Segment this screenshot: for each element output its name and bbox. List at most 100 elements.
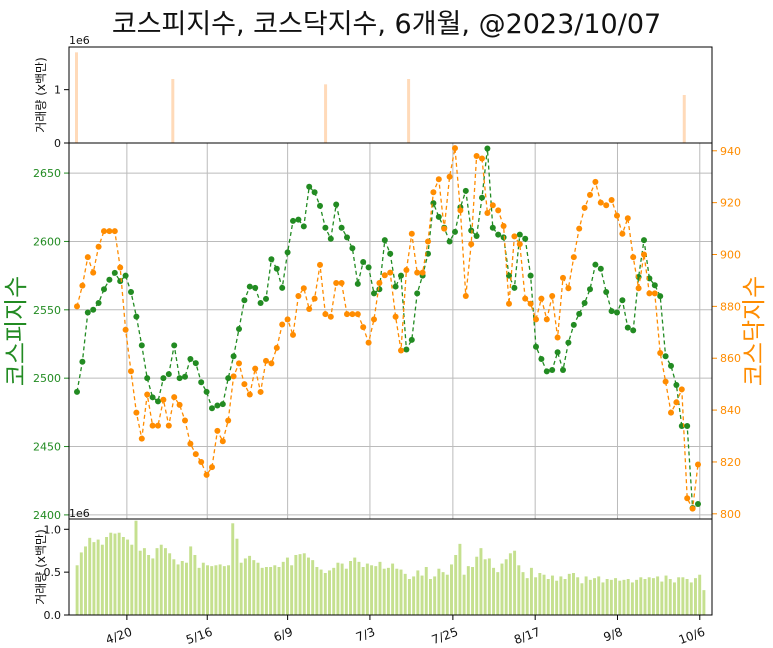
bottom-volume-bar bbox=[672, 582, 676, 615]
bottom-volume-bar bbox=[508, 553, 512, 615]
kosdaq-point bbox=[165, 422, 172, 429]
bottom-volume-bar bbox=[206, 565, 209, 615]
bottom-volume-bar bbox=[407, 579, 411, 615]
bottom-volume-bar bbox=[555, 580, 559, 615]
bottom-volume-bar bbox=[563, 579, 567, 615]
bottom-volume-bar bbox=[386, 567, 390, 615]
bottom-volume-bar bbox=[260, 567, 264, 615]
bottom-volume-bar bbox=[96, 539, 100, 615]
bottom-ytick-label: 0.5 bbox=[44, 566, 62, 579]
kosdaq-point bbox=[500, 222, 507, 229]
kospi-point bbox=[489, 224, 496, 231]
kospi-point bbox=[122, 272, 129, 279]
right-ylabel: 코스닥지수 bbox=[740, 276, 768, 386]
kospi-point bbox=[576, 310, 583, 317]
kospi-point bbox=[349, 245, 356, 252]
bottom-volume-bar bbox=[306, 557, 310, 615]
kosdaq-point bbox=[138, 435, 145, 442]
kosdaq-point bbox=[641, 251, 647, 258]
bottom-volume-bar bbox=[504, 559, 508, 615]
kospi-point bbox=[106, 276, 113, 283]
kospi-point bbox=[333, 201, 340, 208]
kospi-point bbox=[479, 194, 485, 201]
kosdaq-point bbox=[322, 311, 329, 318]
bottom-volume-bar bbox=[231, 523, 235, 615]
bottom-ytick-label: 0.0 bbox=[44, 609, 62, 622]
bottom-volume-bar bbox=[412, 576, 416, 615]
main-panel-frame bbox=[68, 142, 713, 520]
kospi-point bbox=[538, 356, 545, 363]
kospi-point bbox=[219, 401, 226, 408]
kospi-point bbox=[597, 265, 604, 272]
bottom-volume-bar bbox=[344, 568, 348, 615]
kosdaq-point bbox=[398, 347, 404, 354]
kosdaq-point bbox=[295, 292, 302, 299]
kospi-point bbox=[695, 500, 701, 507]
kosdaq-point bbox=[597, 199, 604, 206]
kosdaq-point bbox=[538, 295, 545, 302]
bottom-volume-bar bbox=[643, 579, 647, 615]
kospi-point bbox=[192, 360, 199, 367]
kospi-point bbox=[160, 375, 167, 382]
kospi-point bbox=[101, 286, 107, 293]
kosdaq-point bbox=[106, 228, 113, 235]
kospi-point bbox=[549, 366, 556, 373]
bottom-volume-bar bbox=[113, 533, 117, 615]
kospi-point bbox=[619, 297, 626, 304]
kosdaq-point bbox=[430, 189, 437, 196]
kosdaq-point bbox=[403, 267, 410, 274]
kospi-point bbox=[95, 299, 102, 306]
kospi-point bbox=[603, 289, 610, 296]
bottom-volume-bar bbox=[626, 579, 630, 615]
kosdaq-point bbox=[603, 202, 610, 209]
kosdaq-point bbox=[527, 300, 534, 307]
bottom-volume-bar bbox=[441, 572, 445, 615]
bottom-volume-bar bbox=[214, 565, 218, 615]
right-ytick-label: 820 bbox=[720, 456, 741, 469]
kospi-point bbox=[624, 324, 631, 331]
kosdaq-point bbox=[128, 368, 134, 375]
xtick-label: 10/6 bbox=[677, 625, 707, 647]
kosdaq-point bbox=[90, 269, 97, 276]
kosdaq-point bbox=[560, 274, 566, 281]
bottom-volume-bar bbox=[399, 569, 403, 615]
right-ytick-label: 940 bbox=[720, 145, 741, 158]
chart-title: 코스피지수, 코스닥지수, 6개월, @2023/10/07 bbox=[111, 9, 662, 40]
bottom-volume-bar bbox=[664, 575, 668, 615]
kosdaq-point bbox=[198, 458, 205, 465]
kosdaq-point bbox=[646, 290, 653, 297]
kosdaq-point bbox=[635, 285, 642, 292]
kospi-point bbox=[133, 313, 140, 320]
bottom-volume-bar bbox=[243, 558, 247, 615]
kosdaq-point bbox=[192, 451, 199, 458]
kosdaq-point bbox=[122, 326, 129, 333]
kospi-point bbox=[500, 234, 507, 241]
bottom-scale-label: 1e6 bbox=[69, 507, 90, 520]
bottom-volume-bar bbox=[395, 568, 399, 615]
kosdaq-point bbox=[187, 440, 194, 447]
kosdaq-point bbox=[230, 373, 237, 380]
kosdaq-point bbox=[203, 471, 210, 478]
bottom-volume-bar bbox=[639, 577, 643, 615]
kosdaq-point bbox=[176, 401, 183, 408]
bottom-volume-bar bbox=[635, 579, 639, 615]
bottom-volume-bar bbox=[462, 574, 466, 615]
kospi-point bbox=[511, 284, 518, 291]
kosdaq-point bbox=[468, 241, 475, 248]
bottom-volume-bar bbox=[155, 548, 159, 615]
kospi-point bbox=[344, 234, 350, 241]
bottom-volume-bar bbox=[294, 555, 298, 615]
xtick-label: 5/16 bbox=[184, 625, 214, 647]
kospi-point bbox=[327, 235, 334, 242]
kosdaq-point bbox=[101, 228, 107, 235]
bottom-volume-bar bbox=[428, 579, 432, 615]
left-ytick-label: 2450 bbox=[33, 441, 61, 454]
kospi-point bbox=[565, 339, 572, 346]
kosdaq-point bbox=[657, 350, 664, 357]
kosdaq-point bbox=[581, 204, 588, 211]
xtick-label: 9/8 bbox=[602, 625, 625, 645]
kosdaq-point bbox=[371, 316, 377, 323]
kosdaq-point bbox=[624, 215, 631, 222]
bottom-volume-bar bbox=[597, 576, 601, 615]
